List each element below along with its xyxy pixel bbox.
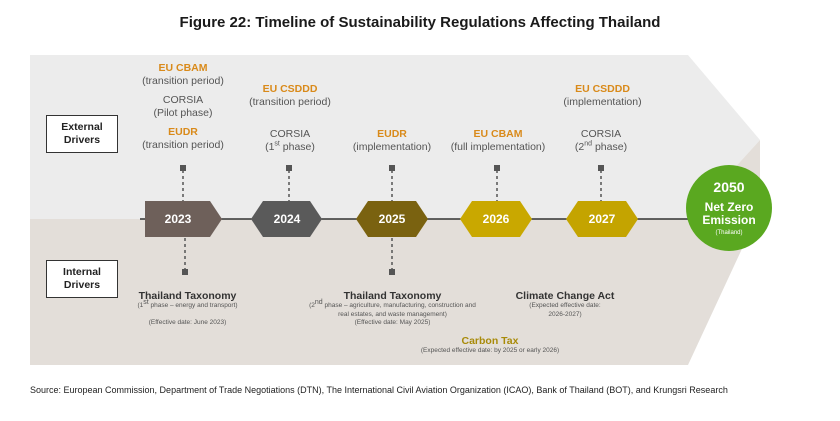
- year-2026: 2026: [482, 212, 510, 226]
- external-2026-cbam: EU CBAM (full implementation): [450, 128, 546, 153]
- year-2023: 2023: [164, 212, 192, 226]
- net-zero-goal: 2050 Net Zero Emission (Thailand): [686, 165, 772, 251]
- year-hexagon-2027: [566, 201, 638, 237]
- external-2024-csddd: EU CSDDD (transition period): [249, 83, 331, 108]
- year-hexagon-2026: [460, 201, 532, 237]
- year-2024: 2024: [273, 212, 301, 226]
- external-2027-corsia: CORSIA (2nd phase): [574, 128, 628, 153]
- external-drivers-label: External Drivers: [46, 115, 118, 153]
- year-2025: 2025: [378, 212, 406, 226]
- external-2023: EU CBAM (transition period) CORSIA (Pilo…: [142, 62, 224, 151]
- internal-taxonomy-2025: Thailand Taxonomy (2nd phase – agricultu…: [309, 290, 476, 326]
- external-2024-corsia: CORSIA (1st phase): [265, 128, 315, 153]
- year-hexagon-2023: [145, 201, 222, 237]
- internal-taxonomy-2023: Thailand Taxonomy (1st phase – energy an…: [137, 290, 238, 326]
- page-title: Figure 22: Timeline of Sustainability Re…: [179, 14, 661, 31]
- internal-carbon-tax: Carbon Tax (Expected effective date: by …: [420, 335, 560, 354]
- external-2025-eudr: EUDR (implementation): [352, 128, 432, 153]
- internal-band: [30, 140, 760, 365]
- external-band: [30, 55, 760, 219]
- source-note: Source: European Commission, Department …: [30, 385, 728, 395]
- internal-climate-change-act: Climate Change Act (Expected effective d…: [515, 290, 615, 318]
- year-2027: 2027: [588, 212, 616, 226]
- year-hexagon-2024: [251, 201, 322, 237]
- year-hexagon-2025: [356, 201, 428, 237]
- external-2027-csddd: EU CSDDD (implementation): [563, 83, 642, 108]
- internal-drivers-label: Internal Drivers: [46, 260, 118, 298]
